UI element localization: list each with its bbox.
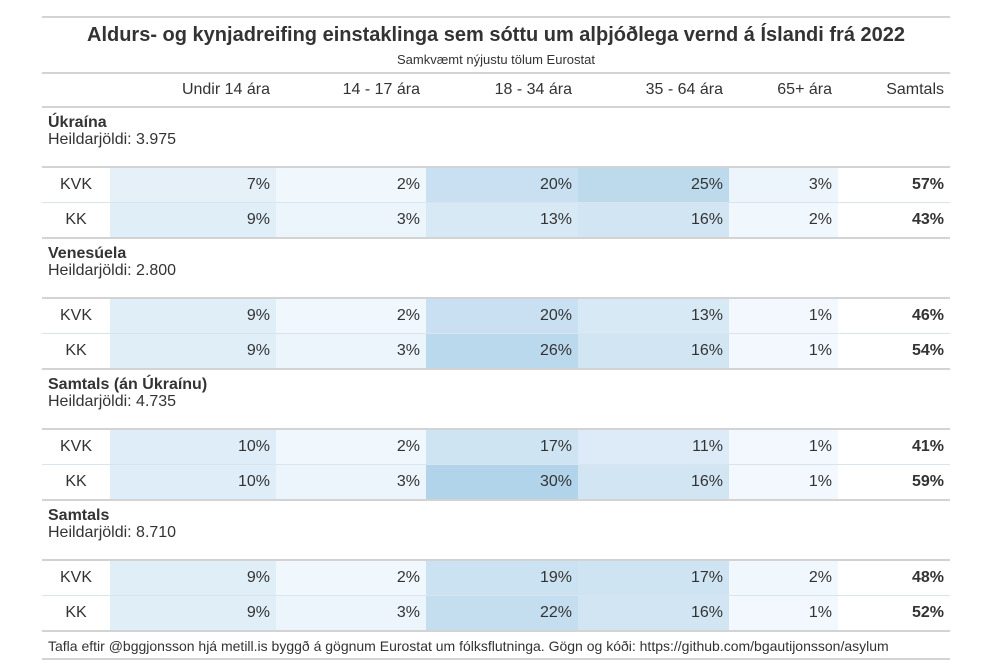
group-name: Samtals [48,507,110,524]
table-row: KVK 9% 2% 20% 13% 1% 46% [42,298,950,334]
row-total: 57% [838,167,950,203]
group-total-label: Heildarjöldi: 3.975 [48,131,177,148]
row-label: KK [42,464,110,501]
value-cell: 16% [578,202,729,239]
group-total-label: Heildarjöldi: 4.735 [48,393,177,410]
group-name: Samtals (án Úkraínu) [48,376,208,393]
row-total: 52% [838,595,950,632]
table-container: Aldurs- og kynjadreifing einstaklinga se… [42,16,950,660]
value-cell: 3% [729,167,838,203]
row-total: 48% [838,560,950,596]
value-cell: 2% [276,560,426,596]
row-label: KK [42,202,110,239]
value-cell: 17% [578,560,729,596]
group-header-row: Samtals (án Úkraínu) Heildarjöldi: 4.735 [42,369,950,430]
column-header: Samtals [838,74,950,108]
group-header: Samtals (án Úkraínu) Heildarjöldi: 4.735 [42,369,950,430]
row-total: 59% [838,464,950,501]
value-cell: 9% [110,595,276,632]
row-label: KVK [42,560,110,596]
table-row: KVK 10% 2% 17% 11% 1% 41% [42,429,950,465]
value-cell: 16% [578,595,729,632]
group-name: Úkraína [48,114,107,131]
group-header: Úkraína Heildarjöldi: 3.975 [42,107,950,168]
table-subtitle: Samkvæmt nýjustu tölum Eurostat [42,52,950,74]
table-row: KK 9% 3% 26% 16% 1% 54% [42,333,950,370]
value-cell: 9% [110,560,276,596]
column-header: 65+ ára [729,74,838,108]
value-cell: 3% [276,464,426,501]
value-cell: 2% [729,560,838,596]
value-cell: 16% [578,333,729,370]
column-header: 18 - 34 ára [426,74,578,108]
group-total-label: Heildarjöldi: 2.800 [48,262,177,279]
value-cell: 1% [729,298,838,334]
value-cell: 3% [276,333,426,370]
value-cell: 30% [426,464,578,501]
value-cell: 1% [729,333,838,370]
value-cell: 25% [578,167,729,203]
row-label: KK [42,333,110,370]
value-cell: 19% [426,560,578,596]
table-row: KVK 9% 2% 19% 17% 2% 48% [42,560,950,596]
data-table: Undir 14 ára 14 - 17 ára 18 - 34 ára 35 - 6… [42,74,950,632]
column-header [42,74,110,108]
group-name: Venesúela [48,245,127,262]
value-cell: 1% [729,464,838,501]
group-header-row: Venesúela Heildarjöldi: 2.800 [42,238,950,299]
value-cell: 20% [426,167,578,203]
row-label: KVK [42,429,110,465]
table-body: Úkraína Heildarjöldi: 3.975 KVK 7% 2% 20% 25% 3… [42,107,950,632]
value-cell: 20% [426,298,578,334]
group-header: Venesúela Heildarjöldi: 2.800 [42,238,950,299]
row-total: 54% [838,333,950,370]
value-cell: 16% [578,464,729,501]
table-footer: Tafla eftir @bggjonsson hjá metill.is by… [42,632,950,660]
row-label: KVK [42,167,110,203]
group-header-row: Samtals Heildarjöldi: 8.710 [42,500,950,561]
value-cell: 9% [110,333,276,370]
value-cell: 7% [110,167,276,203]
value-cell: 10% [110,429,276,465]
row-label: KK [42,595,110,632]
table-row: KVK 7% 2% 20% 25% 3% 57% [42,167,950,203]
value-cell: 2% [276,167,426,203]
group-header-row: Úkraína Heildarjöldi: 3.975 [42,107,950,168]
value-cell: 10% [110,464,276,501]
value-cell: 3% [276,595,426,632]
value-cell: 13% [578,298,729,334]
group-total-label: Heildarjöldi: 8.710 [48,524,177,541]
table-row: KK 9% 3% 13% 16% 2% 43% [42,202,950,239]
header-row: Undir 14 ára 14 - 17 ára 18 - 34 ára 35 - 6… [42,74,950,108]
row-total: 46% [838,298,950,334]
column-header: 35 - 64 ára [578,74,729,108]
column-header: 14 - 17 ára [276,74,426,108]
row-total: 41% [838,429,950,465]
value-cell: 17% [426,429,578,465]
value-cell: 3% [276,202,426,239]
value-cell: 1% [729,429,838,465]
value-cell: 1% [729,595,838,632]
value-cell: 2% [276,429,426,465]
value-cell: 9% [110,202,276,239]
value-cell: 26% [426,333,578,370]
table-title: Aldurs- og kynjadreifing einstaklinga se… [42,16,950,52]
row-label: KVK [42,298,110,334]
table-row: KK 10% 3% 30% 16% 1% 59% [42,464,950,501]
value-cell: 2% [729,202,838,239]
value-cell: 13% [426,202,578,239]
column-header: Undir 14 ára [110,74,276,108]
value-cell: 11% [578,429,729,465]
group-header: Samtals Heildarjöldi: 8.710 [42,500,950,561]
table-row: KK 9% 3% 22% 16% 1% 52% [42,595,950,632]
value-cell: 22% [426,595,578,632]
value-cell: 2% [276,298,426,334]
value-cell: 9% [110,298,276,334]
row-total: 43% [838,202,950,239]
